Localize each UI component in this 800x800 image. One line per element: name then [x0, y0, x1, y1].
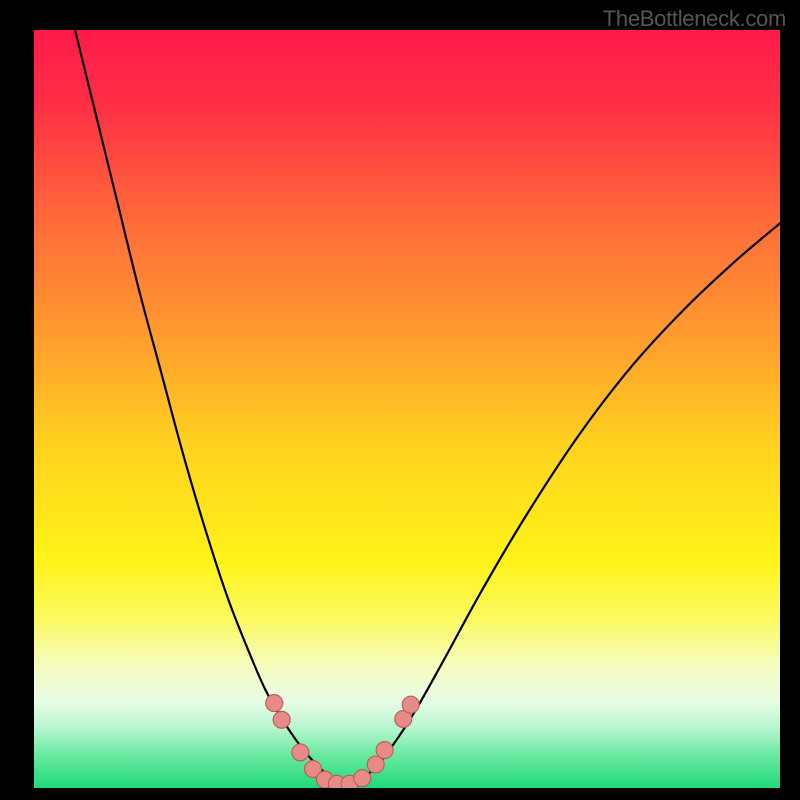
chart-background	[34, 30, 780, 788]
curve-marker	[266, 695, 283, 712]
curve-marker	[273, 711, 290, 728]
curve-marker	[402, 696, 419, 713]
watermark-text: TheBottleneck.com	[603, 6, 786, 32]
curve-marker	[354, 770, 371, 787]
bottleneck-chart	[34, 30, 780, 788]
curve-marker	[376, 742, 393, 759]
curve-marker	[292, 744, 309, 761]
